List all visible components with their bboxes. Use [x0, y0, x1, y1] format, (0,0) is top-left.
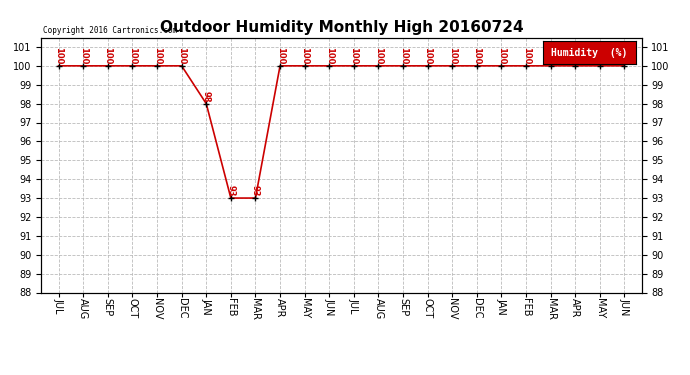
Text: 100: 100 [546, 47, 555, 64]
Text: 100: 100 [595, 47, 604, 64]
Text: 93: 93 [226, 185, 235, 196]
Text: 98: 98 [201, 91, 210, 102]
Text: 100: 100 [128, 47, 137, 64]
Text: 100: 100 [423, 47, 432, 64]
Text: 100: 100 [448, 47, 457, 64]
Text: 100: 100 [497, 47, 506, 64]
Text: 100: 100 [473, 47, 482, 64]
Text: 100: 100 [571, 47, 580, 64]
Text: 100: 100 [399, 47, 408, 64]
Text: 100: 100 [620, 47, 629, 64]
Text: Copyright 2016 Cartronics.com: Copyright 2016 Cartronics.com [43, 26, 177, 35]
Text: 100: 100 [374, 47, 383, 64]
Text: 100: 100 [54, 47, 63, 64]
Text: 100: 100 [152, 47, 161, 64]
Title: Outdoor Humidity Monthly High 20160724: Outdoor Humidity Monthly High 20160724 [160, 20, 523, 35]
Text: 100: 100 [300, 47, 309, 64]
Text: 100: 100 [104, 47, 112, 64]
Text: 100: 100 [522, 47, 531, 64]
Text: 100: 100 [177, 47, 186, 64]
Text: 100: 100 [275, 47, 284, 64]
Text: 93: 93 [251, 185, 260, 196]
Text: 100: 100 [349, 47, 358, 64]
Text: 100: 100 [325, 47, 334, 64]
Text: 100: 100 [79, 47, 88, 64]
